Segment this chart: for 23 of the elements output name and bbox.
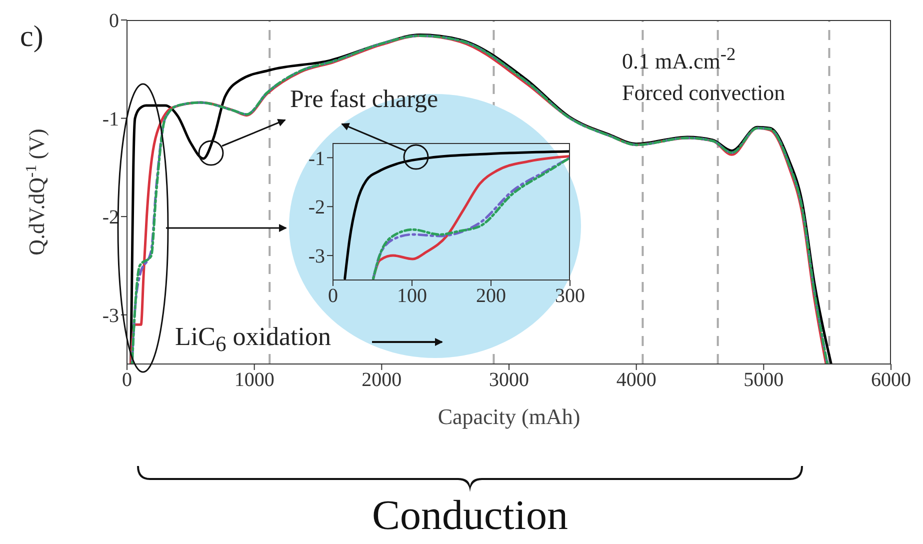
x-tick-label: 3000 (489, 369, 529, 392)
y-tick-label: -1 (102, 108, 119, 130)
y-tick-label: -3 (308, 246, 325, 268)
annotation: Forced convection (622, 80, 786, 106)
annotation: 0.1 mA.cm$^{-2}$ (622, 44, 736, 74)
x-tick-label: 4000 (616, 369, 656, 392)
y-tick-label: -3 (102, 304, 119, 327)
x-tick-label: 200 (476, 285, 506, 308)
x-tick-label: 2000 (362, 369, 402, 392)
annotation: Pre fast charge (290, 86, 438, 114)
text: Conduction (371, 492, 569, 540)
y-tick-label: 0 (109, 10, 119, 32)
y-tick-label: -2 (102, 206, 119, 229)
y-tick-label: -1 (308, 148, 325, 170)
x-tick-label: 100 (397, 285, 427, 308)
annotation: LiC$_{6}$ oxidation (175, 322, 331, 358)
x-tick-label: 5000 (744, 369, 784, 392)
text: c) (20, 20, 44, 54)
x-tick-label: 1000 (234, 369, 274, 392)
x-axis-title: Capacity (mAh) (438, 404, 580, 429)
x-tick-label: 6000 (871, 369, 911, 392)
x-tick-label: 300 (555, 285, 585, 308)
y-tick-label: -2 (308, 196, 325, 219)
